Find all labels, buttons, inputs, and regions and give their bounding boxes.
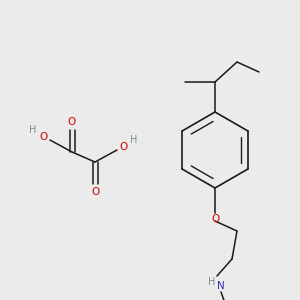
Text: H: H bbox=[130, 135, 138, 145]
Text: O: O bbox=[68, 117, 76, 127]
Text: H: H bbox=[29, 125, 37, 135]
Text: N: N bbox=[217, 281, 225, 291]
Text: O: O bbox=[40, 132, 48, 142]
Text: O: O bbox=[91, 187, 99, 197]
Text: O: O bbox=[119, 142, 127, 152]
Text: H: H bbox=[208, 277, 216, 287]
Text: O: O bbox=[211, 214, 219, 224]
